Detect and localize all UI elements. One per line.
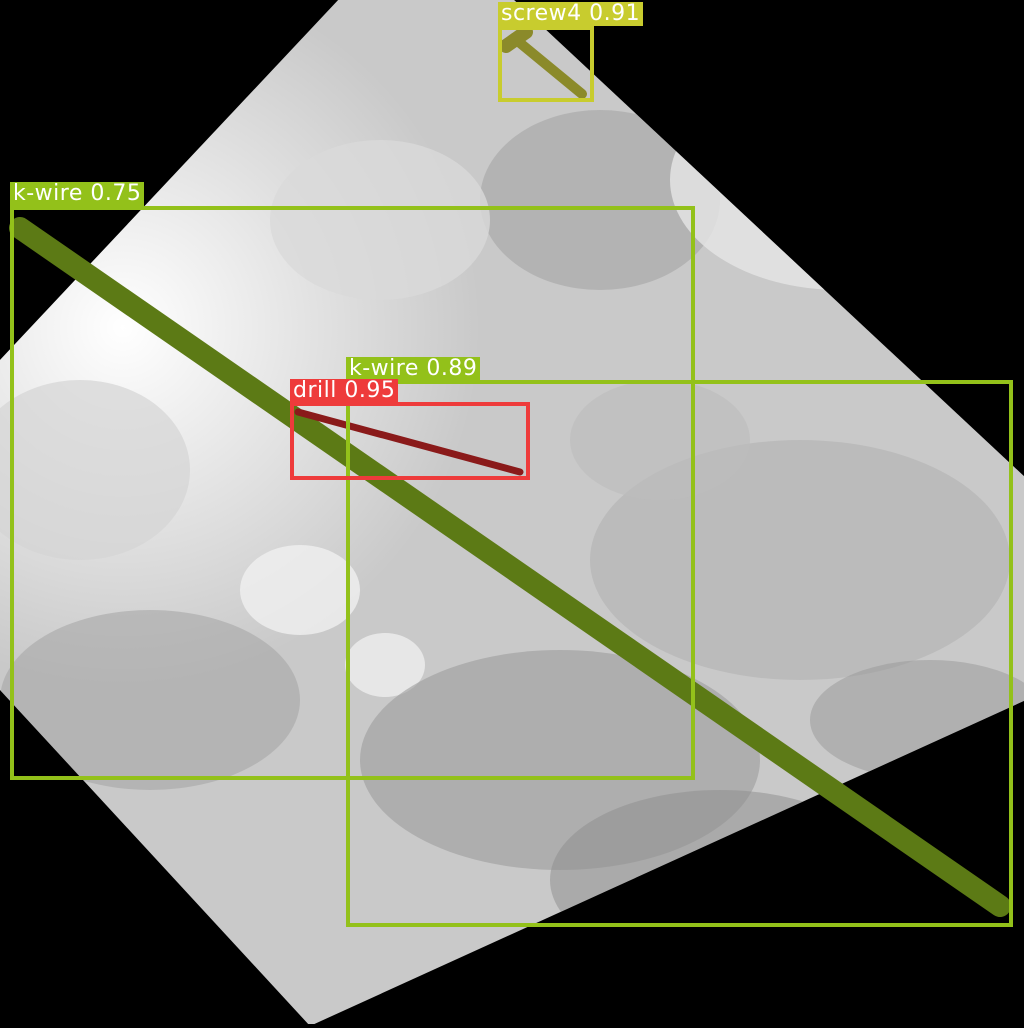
detection-box-kwire-b [346,380,1013,927]
k-wire-instrument [9,217,1011,917]
detection-label-kwire-a: k-wire 0.75 [10,182,145,206]
detection-box-drill [290,402,530,480]
detection-box-screw4 [498,26,594,102]
detection-label-screw4: screw4 0.91 [498,2,644,26]
drill-instrument [294,408,524,476]
detection-box-kwire-a [10,206,695,780]
detection-label-drill: drill 0.95 [290,379,399,403]
screw-head [499,25,533,53]
detection-label-kwire-b: k-wire 0.89 [346,357,481,381]
screw-instrument [509,33,587,99]
